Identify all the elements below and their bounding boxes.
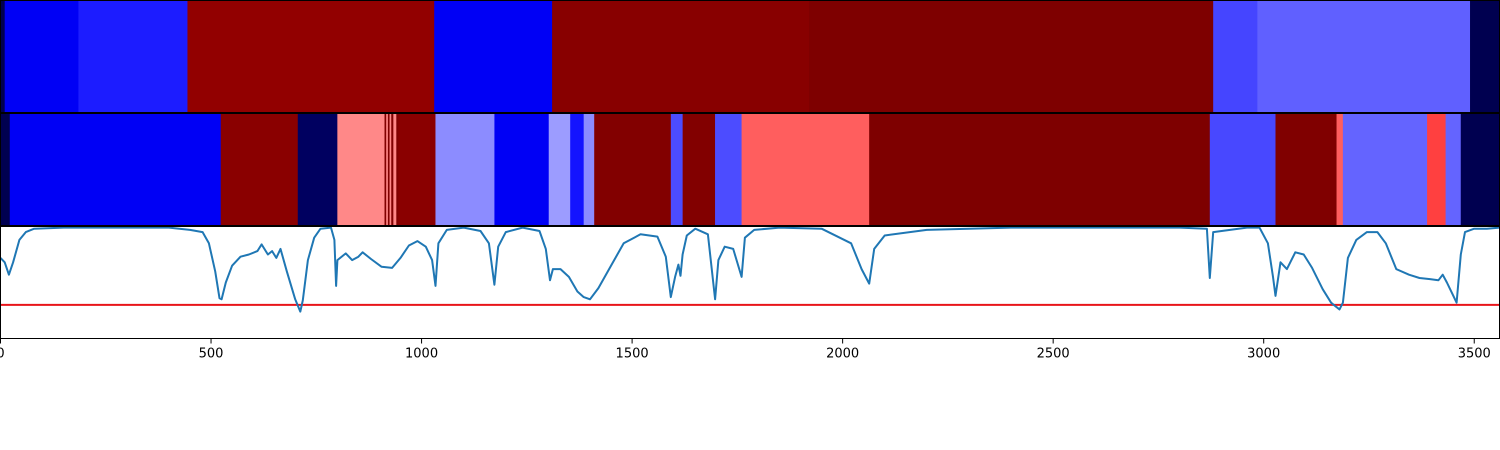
bottom-track-segment-6	[386, 113, 389, 226]
top-track-segment-5	[552, 0, 810, 113]
bottom-track-segment-22	[741, 113, 870, 226]
bottom-track-segment-29	[1445, 113, 1462, 226]
x-axis: 0 500 1000 1500 2000 2500 3000 3500	[0, 338, 1491, 362]
bottom-track-segment-0	[0, 113, 11, 226]
top-track-segment-0	[0, 0, 6, 113]
x-tick-label-0: 0	[0, 347, 5, 362]
bottom-track-segment-8	[389, 113, 392, 226]
top-track-segment-8	[1257, 0, 1471, 113]
bottom-track-segment-19	[670, 113, 684, 226]
bottom-track-segment-1	[9, 113, 222, 226]
bottom-track-segment-5	[384, 113, 387, 226]
bottom-track-segment-28	[1427, 113, 1447, 226]
bottom-track-segment-14	[494, 113, 550, 226]
bottom-track-segment-30	[1460, 113, 1500, 226]
x-tick-label-1: 500	[199, 347, 224, 362]
top-track-segment-7	[1213, 0, 1258, 113]
bottom-track-segment-3	[297, 113, 338, 226]
bottom-track-segment-15	[548, 113, 571, 226]
top-track-segment-9	[1470, 0, 1500, 113]
bottom-track-segment-4	[337, 113, 385, 226]
top-color-track	[0, 0, 1500, 113]
series-line	[0, 226, 1500, 313]
bottom-track-segment-23	[869, 113, 1211, 226]
bottom-track-segment-13	[435, 113, 495, 226]
bottom-track-segment-9	[391, 113, 394, 226]
x-tick-label-2: 1000	[405, 347, 438, 362]
bottom-track-segment-10	[393, 113, 397, 226]
line-panel	[0, 226, 1500, 313]
bottom-track-segment-12	[398, 113, 436, 226]
top-track-segment-1	[4, 0, 79, 113]
top-track-segment-3	[187, 0, 435, 113]
x-tick-label-4: 2000	[826, 347, 859, 362]
bottom-track-segment-26	[1336, 113, 1344, 226]
top-track-segment-2	[78, 0, 188, 113]
x-tick-label-7: 3500	[1458, 347, 1491, 362]
bottom-track-segment-7	[387, 113, 390, 226]
x-tick-label-5: 2500	[1037, 347, 1070, 362]
bottom-track-segment-17	[583, 113, 595, 226]
x-tick-label-3: 1500	[616, 347, 649, 362]
bottom-track-segment-27	[1342, 113, 1428, 226]
bottom-track-segment-16	[570, 113, 585, 226]
bottom-track-segment-20	[682, 113, 716, 226]
bottom-track-segment-11	[396, 113, 399, 226]
bottom-color-track	[0, 113, 1500, 226]
bottom-track-segment-25	[1275, 113, 1337, 226]
bottom-track-segment-2	[220, 113, 299, 226]
top-track-segment-4	[434, 0, 553, 113]
bottom-track-segment-21	[715, 113, 742, 226]
top-track-segment-6	[808, 0, 1214, 113]
bottom-track-segment-24	[1209, 113, 1276, 226]
bottom-track-segment-18	[594, 113, 672, 226]
x-tick-label-6: 3000	[1247, 347, 1280, 362]
